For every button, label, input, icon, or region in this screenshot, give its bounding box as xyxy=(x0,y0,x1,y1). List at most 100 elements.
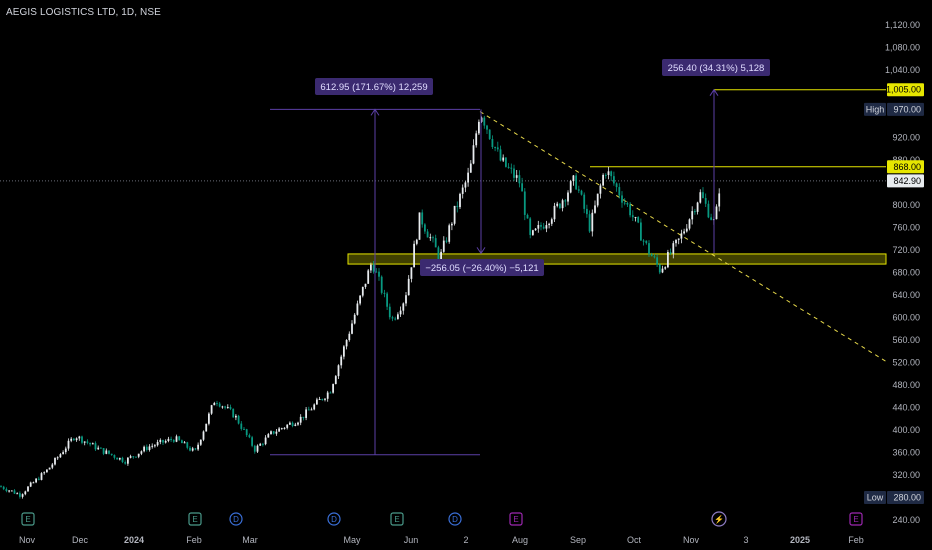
candle-body xyxy=(151,445,154,447)
earnings-icon-label: E xyxy=(513,515,518,524)
earnings-icon[interactable] xyxy=(509,512,523,526)
earnings-icon-label: E xyxy=(394,515,399,524)
high-tag-prefix: High xyxy=(866,104,885,114)
candle-body xyxy=(604,174,607,176)
candle-body xyxy=(8,490,10,492)
candle-body xyxy=(572,175,575,182)
high-tag-box xyxy=(887,102,924,116)
candle-body xyxy=(43,472,46,474)
candle-body xyxy=(97,447,100,450)
candle-body xyxy=(337,365,340,377)
candle-body xyxy=(388,306,391,318)
candle-body xyxy=(534,228,537,231)
candle-body xyxy=(583,194,586,209)
candle-body xyxy=(545,225,548,229)
earnings-icon[interactable] xyxy=(21,512,35,526)
candle-body xyxy=(29,482,32,487)
candle-body xyxy=(640,222,642,241)
y-tick-label: 520.00 xyxy=(892,358,920,368)
candle-body xyxy=(461,187,464,194)
candle-body xyxy=(197,444,199,450)
candle-body xyxy=(577,189,580,191)
candle-body xyxy=(499,149,502,161)
candle-body xyxy=(610,171,613,177)
projection-label: 256.40 (34.31%) 5,128 xyxy=(668,63,765,74)
dividend-icon[interactable] xyxy=(448,512,462,526)
candle-body xyxy=(380,276,383,293)
candle-body xyxy=(108,450,110,454)
candle-body xyxy=(526,214,529,219)
candle-body xyxy=(529,218,532,235)
x-tick-label: Nov xyxy=(683,535,700,545)
candle-body xyxy=(232,408,235,418)
candle-body xyxy=(550,219,553,224)
x-tick-label: Jun xyxy=(404,535,419,545)
candle-body xyxy=(397,314,399,319)
earnings-icon[interactable] xyxy=(849,512,863,526)
candle-body xyxy=(594,205,596,213)
candle-body xyxy=(70,438,73,441)
y-tick-label: 920.00 xyxy=(892,133,920,143)
rally-arrowhead xyxy=(370,108,380,116)
candle-body xyxy=(456,205,459,208)
candle-body xyxy=(162,439,164,443)
support-zone[interactable] xyxy=(347,253,887,265)
candle-body xyxy=(553,205,556,220)
candle-body xyxy=(623,202,626,204)
y-tick-label: 640.00 xyxy=(892,290,920,300)
candle-body xyxy=(478,121,480,134)
candle-body xyxy=(19,493,21,497)
candle-body xyxy=(262,443,264,445)
candle-body xyxy=(658,264,661,273)
candle-body xyxy=(183,442,186,444)
candle-body xyxy=(127,457,129,464)
candle-body xyxy=(105,450,108,454)
rally-label-box xyxy=(315,78,433,95)
candle-body xyxy=(451,223,453,226)
candle-body xyxy=(650,254,653,257)
candle-body xyxy=(86,441,89,443)
dividend-icon[interactable] xyxy=(229,512,243,526)
candle-body xyxy=(264,437,267,445)
candle-body xyxy=(124,462,127,464)
candle-body xyxy=(707,203,710,218)
earnings-icon[interactable] xyxy=(390,512,404,526)
candle-body xyxy=(199,439,202,445)
candle-body xyxy=(340,356,343,366)
low-tag-prefix-box xyxy=(864,491,886,504)
candle-body xyxy=(561,200,564,209)
rally-label: 612.95 (171.67%) 12,259 xyxy=(320,82,427,93)
candle-body xyxy=(170,438,172,441)
candle-body xyxy=(78,436,81,439)
candle-body xyxy=(278,428,280,432)
candle-body xyxy=(537,225,540,229)
candle-body xyxy=(100,447,102,449)
candle-body xyxy=(10,490,13,492)
dividend-icon[interactable] xyxy=(327,512,341,526)
low-tag-box xyxy=(887,491,924,504)
candle-body xyxy=(143,446,145,452)
candle-body xyxy=(275,431,278,434)
candle-body xyxy=(343,346,345,357)
earnings-icon[interactable] xyxy=(188,512,202,526)
y-tick-label: 480.00 xyxy=(892,380,920,390)
candle-body xyxy=(367,270,370,284)
candle-body xyxy=(618,187,621,196)
candle-body xyxy=(248,435,251,438)
split-bolt-icon[interactable] xyxy=(711,511,727,527)
candle-body xyxy=(73,438,75,441)
candle-body xyxy=(588,214,591,232)
candle-body xyxy=(194,448,197,450)
candle-body xyxy=(24,491,27,495)
candle-body xyxy=(637,217,640,223)
candle-body xyxy=(626,202,629,205)
y-tick-label: 800.00 xyxy=(892,200,920,210)
candle-body xyxy=(318,398,321,400)
candle-body xyxy=(283,427,286,429)
candle-body xyxy=(507,166,510,168)
earnings-icon-label: E xyxy=(853,515,858,524)
x-tick-label: 2024 xyxy=(124,535,144,545)
low-tag: 280.00 xyxy=(893,493,921,503)
trendline[interactable] xyxy=(479,111,887,362)
